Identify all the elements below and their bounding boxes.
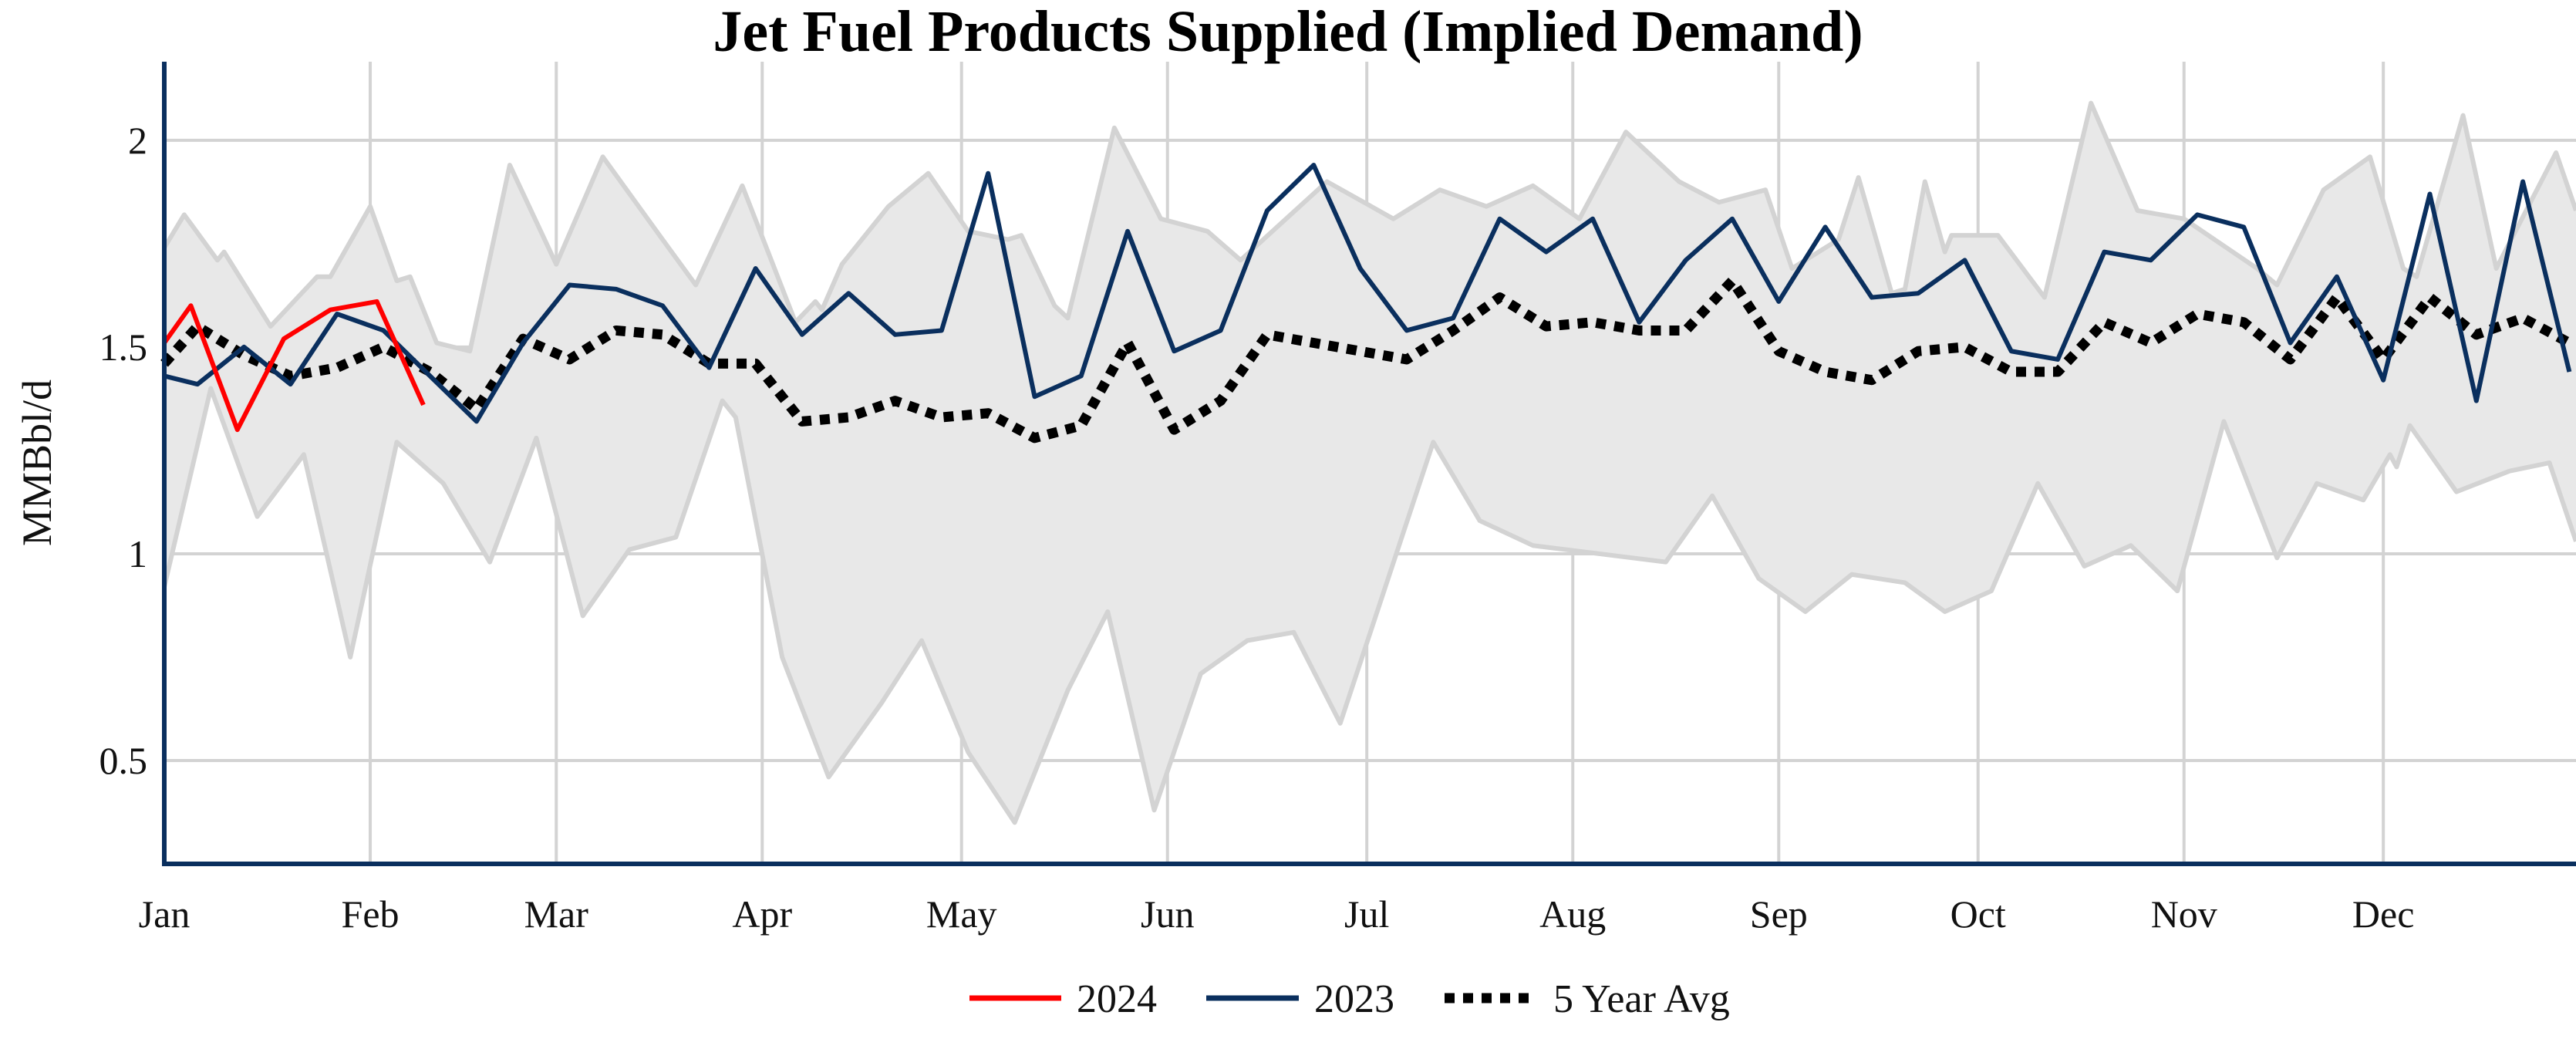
x-tick-label: Mar [524,892,589,936]
x-tick-label: Feb [342,892,400,936]
range-lower-line [162,386,2576,825]
y-tick-label: 0.5 [99,739,148,782]
y-tick-labels: 0.5 1 1.5 2 [99,119,148,782]
x-tick-label: Jul [1344,892,1389,936]
legend-label-2023: 2023 [1314,977,1394,1021]
x-tick-label: May [926,892,997,936]
five-year-range-band [162,100,2576,825]
x-tick-label: Jan [139,892,191,936]
series-lines [160,163,2572,444]
x-tick-label: Apr [732,892,792,936]
y-axis-title: MMBbl/d [14,379,60,546]
x-tick-label: Sep [1750,892,1808,936]
x-tick-label: Jun [1141,892,1194,936]
series-line-5-year-avg [160,275,2572,444]
x-tick-labels: Jan Feb Mar Apr May Jun Jul Aug Sep Oct Nov Dec [139,892,2415,936]
legend-label-5-year-avg: 5 Year Avg [1553,977,1730,1021]
x-tick-label: Aug [1539,892,1606,936]
chart-title: Jet Fuel Products Supplied (Implied Dema… [713,0,1863,64]
legend: 2024 2023 5 Year Avg [969,977,1730,1021]
x-tick-label: Nov [2151,892,2217,936]
y-tick-label: 1 [128,532,147,575]
x-tick-label: Dec [2352,892,2415,936]
y-tick-label: 2 [128,119,147,162]
axes [162,62,2576,866]
y-tick-label: 1.5 [99,325,148,369]
legend-label-2024: 2024 [1077,977,1157,1021]
range-upper-line [162,100,2576,354]
x-tick-label: Oct [1951,892,2006,936]
